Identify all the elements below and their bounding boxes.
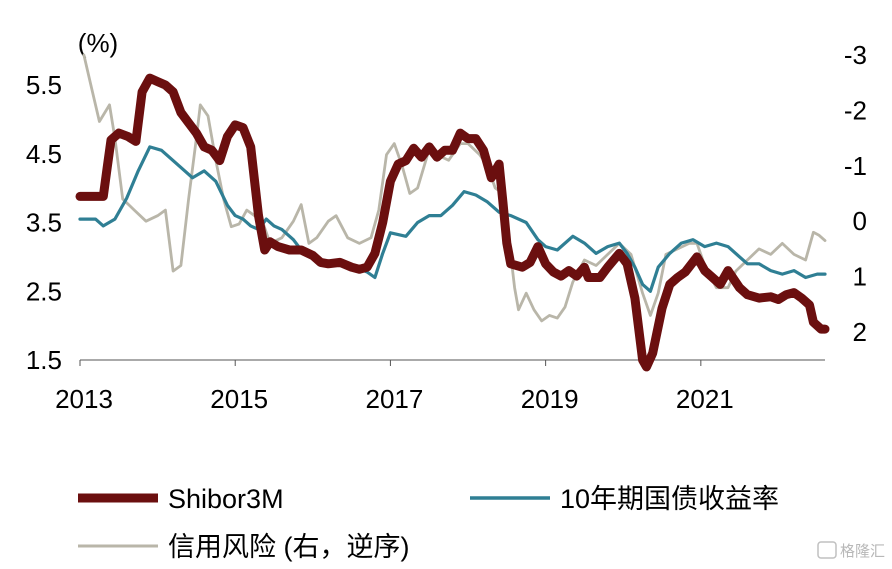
series-line-shibor	[75, 73, 830, 372]
y-left-tick-label: 3.5	[26, 208, 62, 238]
legend-label-shibor: Shibor3M	[168, 484, 284, 514]
y-right-tick-label: -2	[844, 95, 867, 125]
y-left-tick-label: 4.5	[26, 139, 62, 169]
plot-area	[75, 53, 830, 372]
y-unit-label: (%)	[78, 28, 118, 58]
x-tick-label: 2019	[521, 384, 579, 414]
y-left-tick-label: 5.5	[26, 70, 62, 100]
watermark-text: 格隆汇	[840, 543, 885, 560]
x-tick-label: 2015	[210, 384, 268, 414]
y-right-tick-label: -1	[844, 151, 867, 181]
x-tick-marks	[79, 360, 702, 366]
watermark: 格隆汇	[817, 541, 885, 560]
legend-label-credit: 信用风险 (右，逆序)	[168, 532, 409, 562]
watermark-logo-icon	[817, 541, 837, 559]
series-line-bond	[78, 145, 827, 293]
y-left-tick-label: 2.5	[26, 276, 62, 306]
legend: Shibor3M 10年期国债收益率 信用风险 (右，逆序)	[78, 484, 779, 562]
y-right-tick-label: 0	[853, 206, 867, 236]
x-tick-label: 2021	[676, 384, 734, 414]
y-right-ticks: -3 -2 -1 0 1 2	[844, 40, 867, 347]
y-right-tick-label: 1	[853, 262, 867, 292]
x-axis-ticks: 2013 2015 2017 2019 2021	[55, 384, 734, 414]
x-tick-label: 2013	[55, 384, 113, 414]
y-right-tick-label: 2	[853, 317, 867, 347]
legend-label-bond: 10年期国债收益率	[560, 484, 779, 514]
y-right-tick-label: -3	[844, 40, 867, 70]
x-tick-label: 2017	[365, 384, 423, 414]
y-left-ticks: 5.5 4.5 3.5 2.5 1.5	[26, 70, 62, 375]
y-left-tick-label: 1.5	[26, 345, 62, 375]
